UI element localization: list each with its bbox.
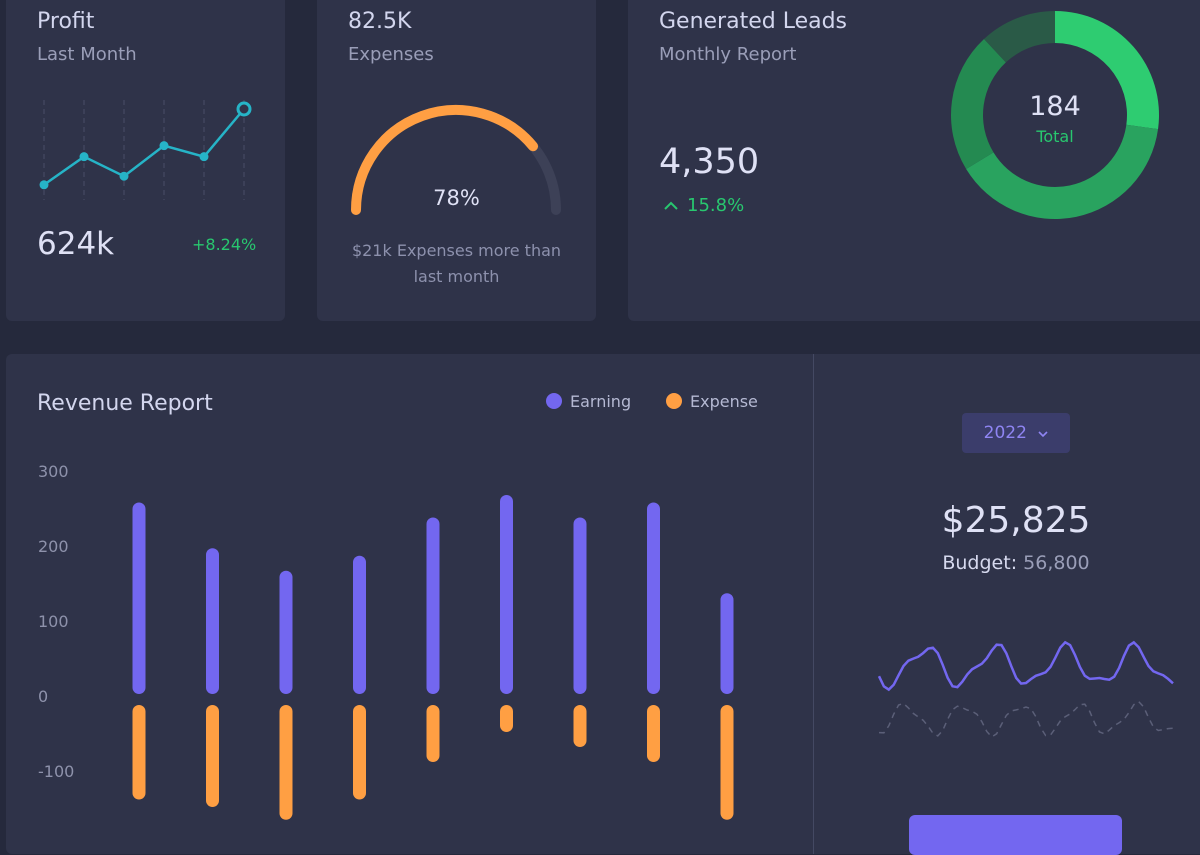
legend-earning-label: Earning <box>570 392 632 411</box>
chevron-down-icon <box>1038 413 1048 453</box>
legend-expense: Expense <box>666 392 758 411</box>
leads-card: Generated Leads Monthly Report 4,350 15.… <box>628 0 1200 321</box>
leads-value: 4,350 <box>659 142 760 182</box>
donut-total-label: Total <box>1036 127 1074 146</box>
expense-bar <box>426 705 440 762</box>
revenue-card: Revenue Report Earning Expense 300 200 100… <box>6 354 1200 855</box>
profit-card: Profit Last Month 624k +8.24% <box>6 0 285 321</box>
donut-slice <box>966 124 1159 219</box>
revenue-bar-chart: 300 200 100 0 -100 <box>38 462 734 820</box>
expense-bar <box>132 705 146 800</box>
donut-slice <box>951 38 1006 170</box>
sparkline-line <box>43 108 245 186</box>
expenses-gauge <box>351 105 561 215</box>
budget-line-previous <box>878 700 1174 738</box>
expense-bar <box>573 705 587 747</box>
y-tick-label: 300 <box>38 462 69 481</box>
gauge-progress <box>351 105 539 215</box>
legend-earning-dot <box>546 393 562 409</box>
revenue-title: Revenue Report <box>37 391 213 416</box>
legend-expense-dot <box>666 393 682 409</box>
profit-title: Profit <box>37 9 95 34</box>
profit-value: 624k <box>37 226 115 262</box>
leads-change-row: 15.8% <box>663 195 744 216</box>
earning-bar <box>279 570 293 694</box>
earning-bar <box>426 517 440 694</box>
legend-earning: Earning <box>546 392 631 411</box>
expense-bar <box>279 705 293 820</box>
arrow-up-icon <box>663 195 679 216</box>
profit-subtitle: Last Month <box>37 44 137 65</box>
sparkline-point <box>199 152 209 162</box>
budget-label: Budget: <box>942 552 1018 574</box>
earning-bar <box>720 593 734 694</box>
expenses-value: 82.5K <box>348 9 412 34</box>
donut-slice <box>1055 11 1159 130</box>
year-dropdown[interactable]: 2022 <box>962 413 1070 453</box>
sparkline-point <box>236 101 252 117</box>
expenses-note-line1: $21k Expenses more than <box>351 241 562 260</box>
earning-bar <box>206 548 219 694</box>
donut-slice <box>984 11 1055 63</box>
expenses-label: Expenses <box>348 44 434 65</box>
y-tick-label: -100 <box>38 762 74 781</box>
earning-bar <box>353 555 366 694</box>
earning-bar <box>132 502 146 694</box>
y-tick-label: 100 <box>38 612 69 631</box>
expenses-note-line2: last month <box>413 267 500 286</box>
y-tick-label: 200 <box>38 537 69 556</box>
expense-bar <box>353 705 366 800</box>
earning-bar <box>500 495 513 694</box>
budget-amount: $25,825 <box>941 500 1091 541</box>
expenses-percent: 78% <box>433 186 480 210</box>
sparkline-point <box>39 180 49 190</box>
budget-line-current <box>877 640 1174 692</box>
panel-divider <box>813 354 814 854</box>
expense-bar <box>500 705 513 732</box>
sparkline-point <box>79 152 89 162</box>
increase-budget-button[interactable] <box>909 815 1122 855</box>
leads-donut-chart <box>951 11 1159 219</box>
budget-row: Budget: 56,800 <box>814 552 1200 574</box>
expense-bar <box>720 705 734 820</box>
expenses-card: 82.5K Expenses 78% $21k Expenses more th… <box>317 0 596 321</box>
earning-bar <box>647 502 660 694</box>
year-dropdown-value: 2022 <box>983 423 1027 443</box>
donut-total: 184 <box>1029 91 1081 122</box>
y-tick-label: 0 <box>38 687 48 706</box>
sparkline-point <box>119 171 129 181</box>
budget-sparkline <box>877 640 1174 738</box>
leads-subtitle: Monthly Report <box>659 44 797 65</box>
earning-bar <box>573 517 587 694</box>
profit-sparkline <box>39 100 252 200</box>
leads-title: Generated Leads <box>659 9 848 34</box>
sparkline-point <box>159 141 169 151</box>
leads-change: 15.8% <box>687 195 745 216</box>
legend-expense-label: Expense <box>690 392 758 411</box>
budget-value: 56,800 <box>1023 552 1090 574</box>
expense-bar <box>206 705 219 807</box>
profit-change: +8.24% <box>192 235 257 254</box>
expense-bar <box>647 705 660 762</box>
